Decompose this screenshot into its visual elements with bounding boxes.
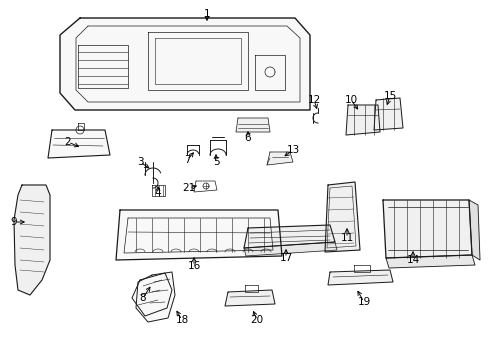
- Polygon shape: [136, 272, 175, 322]
- Polygon shape: [468, 200, 479, 260]
- Text: 7: 7: [183, 155, 190, 165]
- Text: 20: 20: [250, 315, 263, 325]
- Polygon shape: [373, 98, 402, 130]
- Polygon shape: [346, 105, 379, 135]
- Text: 2: 2: [64, 137, 71, 147]
- Polygon shape: [385, 255, 474, 268]
- Text: 1: 1: [203, 9, 210, 19]
- Text: 14: 14: [406, 255, 419, 265]
- Polygon shape: [244, 225, 334, 248]
- Polygon shape: [116, 210, 282, 260]
- Text: 18: 18: [175, 315, 188, 325]
- Text: 3: 3: [137, 157, 143, 167]
- Text: 16: 16: [187, 261, 200, 271]
- Text: 13: 13: [286, 145, 299, 155]
- Text: 19: 19: [357, 297, 370, 307]
- Text: 12: 12: [307, 95, 320, 105]
- Text: 17: 17: [279, 253, 292, 263]
- Polygon shape: [325, 182, 359, 252]
- Text: 21: 21: [182, 183, 195, 193]
- Text: 10: 10: [344, 95, 357, 105]
- Polygon shape: [244, 242, 336, 256]
- Polygon shape: [382, 200, 471, 258]
- Polygon shape: [236, 118, 269, 132]
- Text: 4: 4: [154, 188, 161, 198]
- Text: 6: 6: [244, 133, 251, 143]
- Polygon shape: [14, 185, 50, 295]
- Polygon shape: [327, 270, 392, 285]
- Polygon shape: [132, 273, 172, 316]
- Polygon shape: [48, 130, 110, 158]
- Polygon shape: [224, 290, 274, 306]
- Text: 11: 11: [340, 233, 353, 243]
- Text: 15: 15: [383, 91, 396, 101]
- Polygon shape: [266, 152, 292, 165]
- Text: 5: 5: [212, 157, 219, 167]
- Text: 8: 8: [140, 293, 146, 303]
- Text: 9: 9: [11, 217, 17, 227]
- Polygon shape: [60, 18, 309, 110]
